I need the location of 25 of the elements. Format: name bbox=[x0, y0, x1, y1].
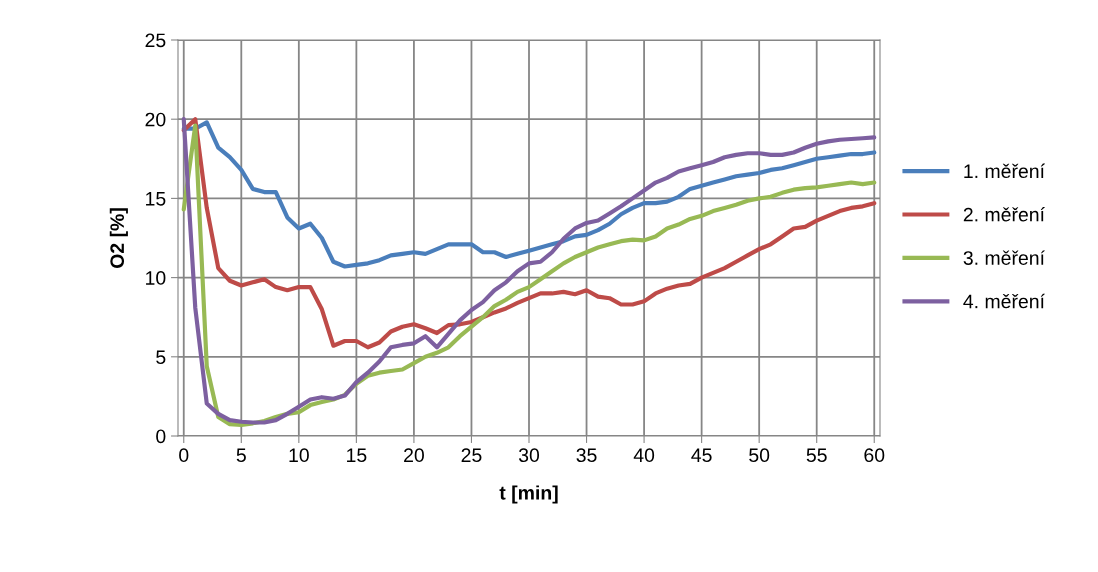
x-tick-label: 0 bbox=[179, 448, 189, 463]
y-tick-label: 25 bbox=[145, 33, 166, 48]
x-tick-label: 30 bbox=[518, 448, 540, 463]
legend-label: 3. měření bbox=[963, 250, 1045, 265]
x-tick-label: 25 bbox=[461, 448, 482, 463]
x-tick-label: 55 bbox=[806, 448, 827, 463]
legend-label: 1. měření bbox=[964, 163, 1045, 179]
legend-label: 2. měření bbox=[963, 207, 1045, 222]
y-tick-label: 10 bbox=[146, 271, 166, 285]
x-tick-label: 15 bbox=[347, 448, 367, 463]
y-tick-label: 5 bbox=[156, 350, 166, 365]
x-axis-title: t [min] bbox=[499, 485, 558, 504]
y-axis-title: O2 [%] bbox=[109, 208, 128, 268]
x-tick-label: 5 bbox=[236, 448, 246, 463]
x-tick-label: 40 bbox=[633, 448, 655, 463]
x-tick-label: 35 bbox=[576, 448, 597, 463]
y-tick-label: 0 bbox=[156, 429, 166, 444]
legend-label: 4. měření bbox=[963, 293, 1045, 309]
x-tick-label: 50 bbox=[749, 448, 770, 463]
x-tick-label: 10 bbox=[289, 448, 309, 463]
x-tick-label: 20 bbox=[404, 448, 424, 463]
x-tick-label: 60 bbox=[864, 448, 885, 463]
y-tick-label: 15 bbox=[146, 192, 166, 206]
x-tick-label: 45 bbox=[691, 448, 712, 463]
y-tick-label: 20 bbox=[145, 112, 166, 127]
